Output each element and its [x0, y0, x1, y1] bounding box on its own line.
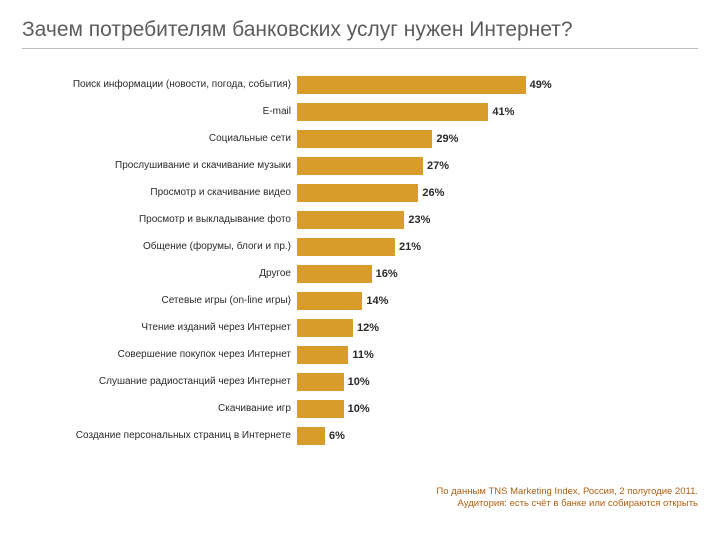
- bar: [297, 130, 432, 148]
- category-label: Прослушивание и скачивание музыки: [22, 160, 297, 171]
- bar: [297, 427, 325, 445]
- bar: [297, 346, 348, 364]
- category-label: Слушание радиостанций через Интернет: [22, 376, 297, 387]
- bar: [297, 373, 344, 391]
- value-label: 6%: [325, 427, 345, 445]
- bar-track: 16%: [297, 265, 577, 283]
- bar-chart: Поиск информации (новости, погода, событ…: [22, 71, 582, 449]
- chart-row: E-mail 41%: [22, 98, 582, 125]
- chart-row: Просмотр и выкладывание фото 23%: [22, 206, 582, 233]
- value-label: 11%: [348, 346, 373, 364]
- bar-track: 41%: [297, 103, 577, 121]
- bar: [297, 211, 404, 229]
- chart-row: Общение (форумы, блоги и пр.) 21%: [22, 233, 582, 260]
- value-label: 21%: [395, 238, 421, 256]
- bar: [297, 157, 423, 175]
- chart-row: Прослушивание и скачивание музыки 27%: [22, 152, 582, 179]
- bar-track: 14%: [297, 292, 577, 310]
- category-label: Поиск информации (новости, погода, событ…: [22, 79, 297, 90]
- category-label: E-mail: [22, 106, 297, 117]
- chart-row: Другое 16%: [22, 260, 582, 287]
- category-label: Просмотр и выкладывание фото: [22, 214, 297, 225]
- bar: [297, 265, 372, 283]
- footnote-line: Аудитория: есть счёт в банке или собираю…: [436, 498, 698, 510]
- bar-track: 11%: [297, 346, 577, 364]
- bar: [297, 319, 353, 337]
- bar-track: 26%: [297, 184, 577, 202]
- bar: [297, 76, 526, 94]
- bar: [297, 400, 344, 418]
- bar-track: 12%: [297, 319, 577, 337]
- category-label: Совершение покупок через Интернет: [22, 349, 297, 360]
- chart-row: Совершение покупок через Интернет 11%: [22, 341, 582, 368]
- category-label: Создание персональных страниц в Интернет…: [22, 430, 297, 441]
- bar-track: 21%: [297, 238, 577, 256]
- title-underline: [22, 48, 698, 49]
- category-label: Чтение изданий через Интернет: [22, 322, 297, 333]
- bar-track: 27%: [297, 157, 577, 175]
- value-label: 14%: [362, 292, 388, 310]
- bar-track: 6%: [297, 427, 577, 445]
- bar-track: 23%: [297, 211, 577, 229]
- bar: [297, 292, 362, 310]
- category-label: Общение (форумы, блоги и пр.): [22, 241, 297, 252]
- bar-track: 10%: [297, 373, 577, 391]
- bar-track: 29%: [297, 130, 577, 148]
- value-label: 23%: [404, 211, 430, 229]
- value-label: 16%: [372, 265, 398, 283]
- chart-row: Сетевые игры (on-line игры) 14%: [22, 287, 582, 314]
- chart-row: Скачивание игр 10%: [22, 395, 582, 422]
- source-footnote: По данным TNS Marketing Index, Россия, 2…: [436, 486, 698, 510]
- value-label: 26%: [418, 184, 444, 202]
- bar: [297, 238, 395, 256]
- bar: [297, 103, 488, 121]
- category-label: Сетевые игры (on-line игры): [22, 295, 297, 306]
- value-label: 49%: [526, 76, 552, 94]
- category-label: Просмотр и скачивание видео: [22, 187, 297, 198]
- footnote-line: По данным TNS Marketing Index, Россия, 2…: [436, 486, 698, 498]
- chart-row: Слушание радиостанций через Интернет 10%: [22, 368, 582, 395]
- chart-row: Социальные сети 29%: [22, 125, 582, 152]
- value-label: 10%: [344, 400, 370, 418]
- value-label: 12%: [353, 319, 379, 337]
- chart-row: Создание персональных страниц в Интернет…: [22, 422, 582, 449]
- bar-track: 49%: [297, 76, 577, 94]
- page-title: Зачем потребителям банковских услуг нуже…: [0, 0, 720, 48]
- category-label: Социальные сети: [22, 133, 297, 144]
- value-label: 29%: [432, 130, 458, 148]
- chart-row: Просмотр и скачивание видео 26%: [22, 179, 582, 206]
- value-label: 10%: [344, 373, 370, 391]
- category-label: Скачивание игр: [22, 403, 297, 414]
- value-label: 27%: [423, 157, 449, 175]
- bar: [297, 184, 418, 202]
- value-label: 41%: [488, 103, 514, 121]
- bar-track: 10%: [297, 400, 577, 418]
- category-label: Другое: [22, 268, 297, 279]
- chart-row: Чтение изданий через Интернет 12%: [22, 314, 582, 341]
- chart-row: Поиск информации (новости, погода, событ…: [22, 71, 582, 98]
